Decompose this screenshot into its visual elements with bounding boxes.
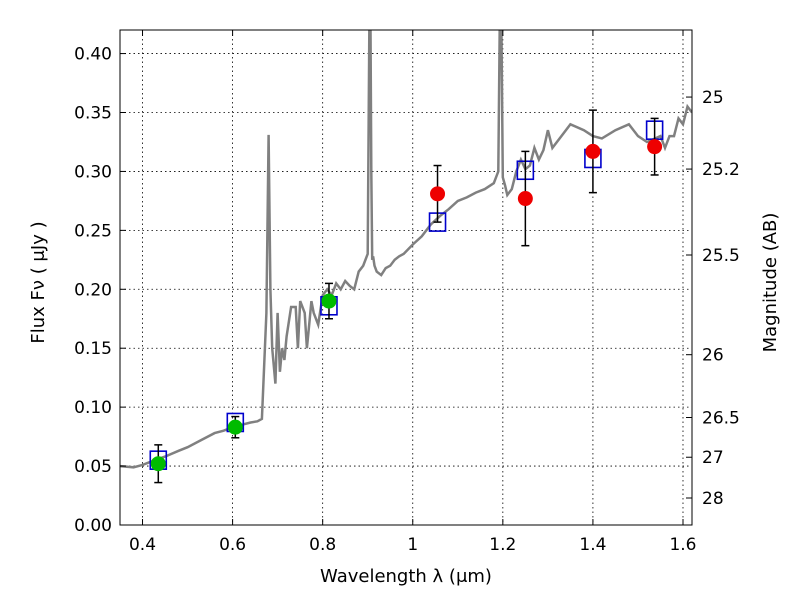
right-axis-tick-label: 25 xyxy=(702,88,724,108)
y-tick-label: 0.00 xyxy=(74,516,112,536)
y-tick-label: 0.30 xyxy=(74,162,112,182)
x-tick-label: 0.4 xyxy=(129,535,156,555)
data-point-optical xyxy=(150,456,166,472)
y-tick-label: 0.10 xyxy=(74,398,112,418)
axis-ticks: 0.4 0.6 0.8 1 1.2 1.4 1.6 0.00 0.05 0.10 0.15 0.20 0… xyxy=(74,30,740,555)
y-axis-label: Flux Fν ( μJy ) xyxy=(28,221,49,343)
grid-lines xyxy=(120,30,692,526)
y-tick-label: 0.15 xyxy=(74,339,112,359)
data-point-optical xyxy=(227,419,243,435)
right-axis-tick-label: 27 xyxy=(702,448,724,468)
y-tick-label: 0.20 xyxy=(74,280,112,300)
right-axis-tick-label: 26.5 xyxy=(702,409,740,429)
y-tick-label: 0.40 xyxy=(74,45,112,65)
x-tick-label: 0.8 xyxy=(309,535,336,555)
x-tick-label: 0.6 xyxy=(219,535,246,555)
right-axis-tick-label: 25.5 xyxy=(702,246,740,266)
data-point-nearir xyxy=(585,143,601,159)
right-axis-tick-label: 26 xyxy=(702,346,724,366)
x-tick-label: 1.2 xyxy=(489,535,516,555)
data-point-nearir xyxy=(430,186,446,202)
data-point-nearir xyxy=(647,139,663,155)
right-axis-label: Magnitude (AB) xyxy=(760,213,781,353)
sed-model-line xyxy=(120,30,692,469)
x-tick-label: 1 xyxy=(407,535,418,555)
plot-frame xyxy=(119,29,693,526)
right-axis-tick-label: 25.2 xyxy=(702,160,740,180)
data-point-optical xyxy=(321,293,337,309)
data-markers xyxy=(149,109,664,484)
y-tick-label: 0.05 xyxy=(74,457,112,477)
right-axis-tick-label: 28 xyxy=(702,489,724,509)
x-axis-label: Wavelength λ (μm) xyxy=(320,566,492,587)
y-tick-label: 0.35 xyxy=(74,104,112,124)
plot-area xyxy=(120,30,692,484)
x-tick-label: 1.4 xyxy=(579,535,606,555)
x-tick-label: 1.6 xyxy=(669,535,696,555)
data-point-nearir xyxy=(517,191,533,207)
y-tick-label: 0.25 xyxy=(74,221,112,241)
